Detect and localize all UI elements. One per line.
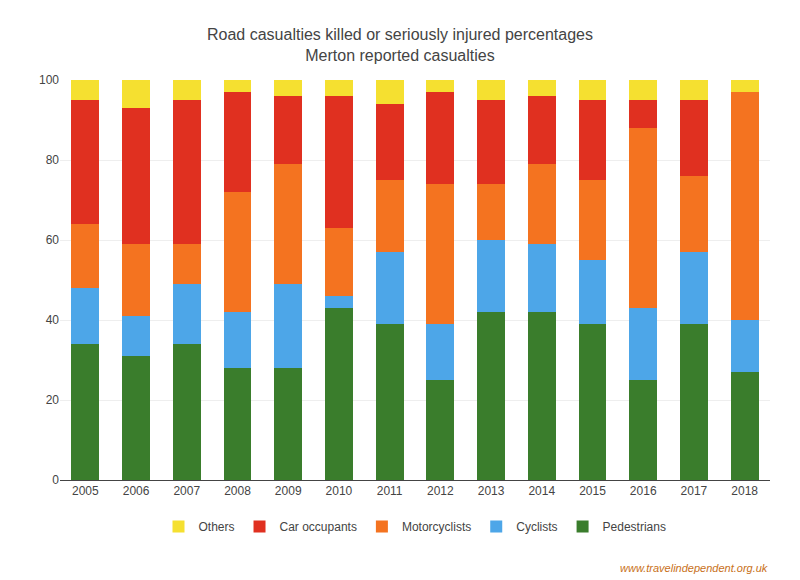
svg-text:2009: 2009 (275, 484, 302, 498)
svg-text:2014: 2014 (528, 484, 555, 498)
svg-text:20: 20 (46, 393, 60, 407)
svg-text:2006: 2006 (123, 484, 150, 498)
svg-text:Pedestrians: Pedestrians (603, 520, 666, 534)
svg-text:60: 60 (46, 233, 60, 247)
svg-text:2015: 2015 (579, 484, 606, 498)
svg-text:Motorcyclists: Motorcyclists (402, 520, 471, 534)
svg-text:2016: 2016 (630, 484, 657, 498)
svg-text:2007: 2007 (173, 484, 200, 498)
svg-text:Road casualties killed or seri: Road casualties killed or seriously inju… (207, 26, 593, 64)
svg-text:2017: 2017 (681, 484, 708, 498)
svg-text:2011: 2011 (377, 484, 403, 498)
svg-text:www.travelindependent.org.uk: www.travelindependent.org.uk (620, 562, 768, 574)
svg-text:40: 40 (46, 313, 60, 327)
svg-text:Others: Others (199, 520, 235, 534)
svg-text:0: 0 (52, 473, 59, 487)
svg-text:Car occupants: Car occupants (280, 520, 357, 534)
svg-text:Cyclists: Cyclists (516, 520, 557, 534)
svg-text:2010: 2010 (326, 484, 353, 498)
svg-text:100: 100 (39, 73, 59, 87)
svg-text:2013: 2013 (478, 484, 505, 498)
svg-text:2005: 2005 (72, 484, 99, 498)
svg-text:80: 80 (46, 153, 60, 167)
svg-text:2018: 2018 (731, 484, 758, 498)
svg-text:2008: 2008 (224, 484, 251, 498)
svg-text:2012: 2012 (427, 484, 454, 498)
